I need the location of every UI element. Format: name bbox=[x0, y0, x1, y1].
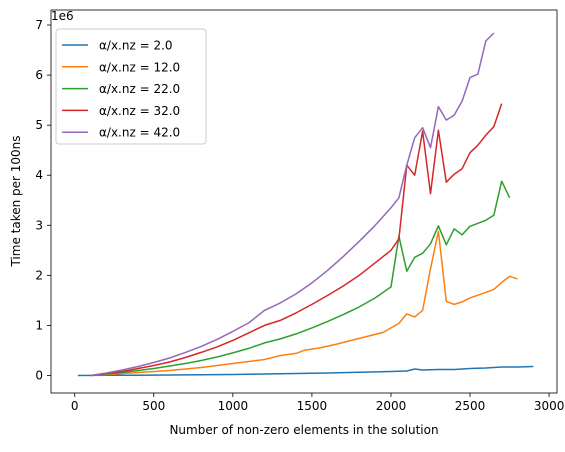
legend-items: α/x.nz = 2.0 α/x.nz = 12.0 α/x.nz = 22.0 α/… bbox=[62, 39, 180, 140]
x-axis-ticks: 0 500 1000 1500 2000 2500 3000 bbox=[71, 393, 564, 413]
x-tick-label: 3000 bbox=[534, 399, 565, 413]
x-tick-label: 2000 bbox=[376, 399, 407, 413]
y-axis-ticks: 0 1 2 3 4 5 6 7 bbox=[35, 18, 51, 382]
y-tick-label: 3 bbox=[35, 218, 43, 232]
series-layer bbox=[77, 32, 534, 377]
y-tick-label: 2 bbox=[35, 268, 43, 282]
y-tick-label: 4 bbox=[35, 168, 43, 182]
x-axis-label: Number of non-zero elements in the solut… bbox=[169, 423, 438, 437]
series-line-1 bbox=[90, 230, 518, 377]
plot-frame bbox=[50, 9, 558, 394]
legend-label-3: α/x.nz = 32.0 bbox=[99, 104, 180, 118]
y-tick-label: 6 bbox=[35, 68, 43, 82]
y-tick-label: 1 bbox=[35, 318, 43, 332]
legend-label-4: α/x.nz = 42.0 bbox=[99, 126, 180, 140]
series-line-3 bbox=[90, 103, 503, 377]
y-tick-label: 7 bbox=[35, 18, 43, 32]
legend-box bbox=[55, 28, 207, 145]
y-axis-label: Time taken per 100ns bbox=[9, 135, 23, 267]
y-tick-label: 5 bbox=[35, 118, 43, 132]
legend-label-0: α/x.nz = 2.0 bbox=[99, 39, 173, 53]
y-tick-label: 0 bbox=[35, 368, 43, 382]
series-line-0 bbox=[77, 365, 534, 377]
x-tick-label: 1500 bbox=[297, 399, 328, 413]
x-tick-label: 1000 bbox=[218, 399, 249, 413]
y-offset-label: 1e6 bbox=[51, 9, 74, 23]
series-line-2 bbox=[90, 180, 511, 377]
legend-label-1: α/x.nz = 12.0 bbox=[99, 60, 180, 74]
legend: α/x.nz = 2.0 α/x.nz = 12.0 α/x.nz = 22.0 α/… bbox=[55, 28, 207, 145]
x-tick-label: 0 bbox=[71, 399, 79, 413]
legend-label-2: α/x.nz = 22.0 bbox=[99, 82, 180, 96]
x-tick-label: 500 bbox=[142, 399, 165, 413]
x-tick-label: 2500 bbox=[455, 399, 486, 413]
series-line-4 bbox=[90, 32, 495, 377]
